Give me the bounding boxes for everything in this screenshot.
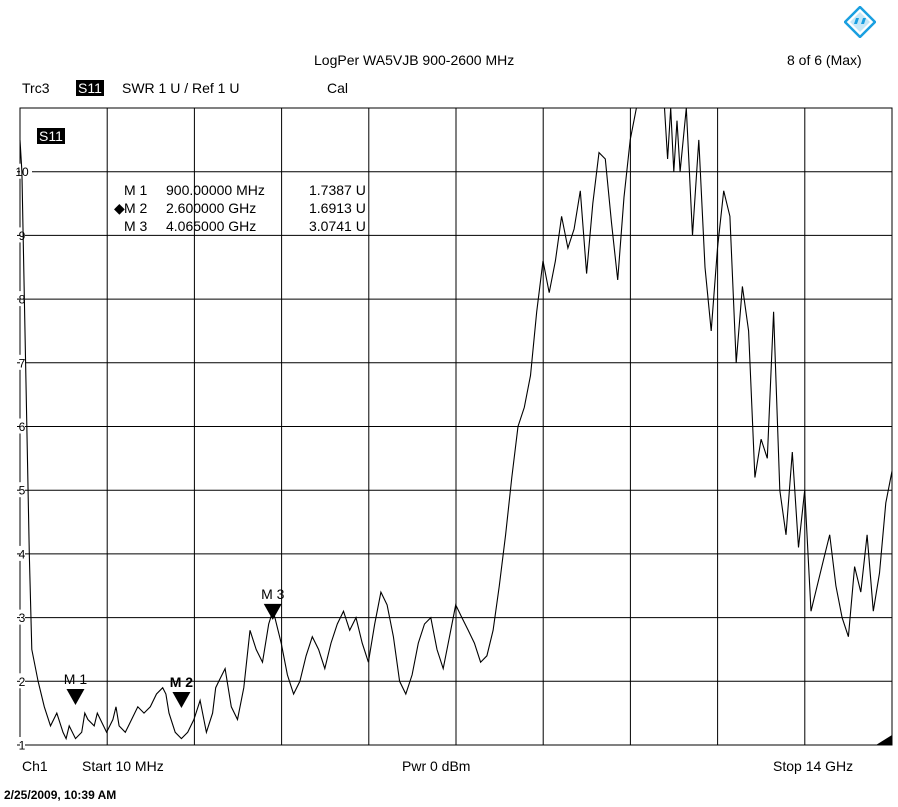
timestamp: 2/25/2009, 10:39 AM [4, 788, 117, 802]
chart-title: LogPer WA5VJB 900-2600 MHz [314, 52, 515, 68]
marker-label: M 2 [170, 674, 194, 690]
rohde-schwarz-logo [843, 5, 877, 43]
trace-label[interactable]: Trc3 [22, 80, 50, 96]
marker-row[interactable]: M 3 4.065000 GHz 3.0741 U [114, 218, 366, 234]
stop-frequency[interactable]: Stop 14 GHz [773, 758, 854, 774]
marker-label: M 1 [64, 671, 88, 687]
marker-name: M 3 [124, 218, 148, 234]
marker-value: 1.7387 U [309, 182, 366, 198]
y-tick-label: 2 [19, 675, 26, 689]
marker-frequency: 2.600000 GHz [166, 200, 257, 216]
y-tick-label-bg [10, 163, 32, 179]
y-tick-label: 4 [19, 547, 26, 561]
marker-frequency: 4.065000 GHz [166, 218, 257, 234]
y-tick-label: 7 [19, 356, 26, 370]
marker-group: M 1 M 2 M 3 [64, 586, 285, 708]
trace-parameter[interactable]: S11 [76, 80, 104, 96]
marker-name: M 2 [124, 200, 148, 216]
marker-value: 1.6913 U [309, 200, 366, 216]
y-tick-label: 6 [19, 420, 26, 434]
marker-triangle [172, 691, 191, 708]
marker-name: M 1 [124, 182, 148, 198]
calibration-indicator: Cal [327, 80, 349, 96]
source-power[interactable]: Pwr 0 dBm [402, 758, 471, 774]
marker-triangle [66, 688, 85, 705]
active-marker-indicator: ◆ [114, 200, 125, 216]
y-tick-label: 8 [19, 293, 26, 307]
y-tick-label: 1 [19, 739, 26, 753]
sweep-count: 8 of 6 (Max) [787, 52, 862, 68]
marker-label: M 3 [261, 586, 285, 602]
s11-trace-line [19, 107, 893, 741]
marker-frequency: 900.00000 MHz [166, 182, 265, 198]
marker-row[interactable]: M 1 900.00000 MHz 1.7387 U [114, 182, 366, 198]
y-tick-label: 3 [19, 611, 26, 625]
channel-label[interactable]: Ch1 [22, 758, 48, 774]
y-tick-label: 5 [19, 484, 26, 498]
y-tick-label: 9 [19, 229, 26, 243]
marker-triangle [263, 603, 282, 620]
trace-badge-s11: S11 [37, 128, 65, 144]
start-frequency[interactable]: Start 10 MHz [82, 758, 164, 774]
plot-grid [19, 107, 893, 746]
marker-value: 3.0741 U [309, 218, 366, 234]
trace-format[interactable]: SWR 1 U / Ref 1 U [122, 80, 240, 96]
marker-row[interactable]: ◆M 2 2.600000 GHz 1.6913 U [114, 200, 366, 216]
plot-corner-triangle [876, 735, 892, 745]
